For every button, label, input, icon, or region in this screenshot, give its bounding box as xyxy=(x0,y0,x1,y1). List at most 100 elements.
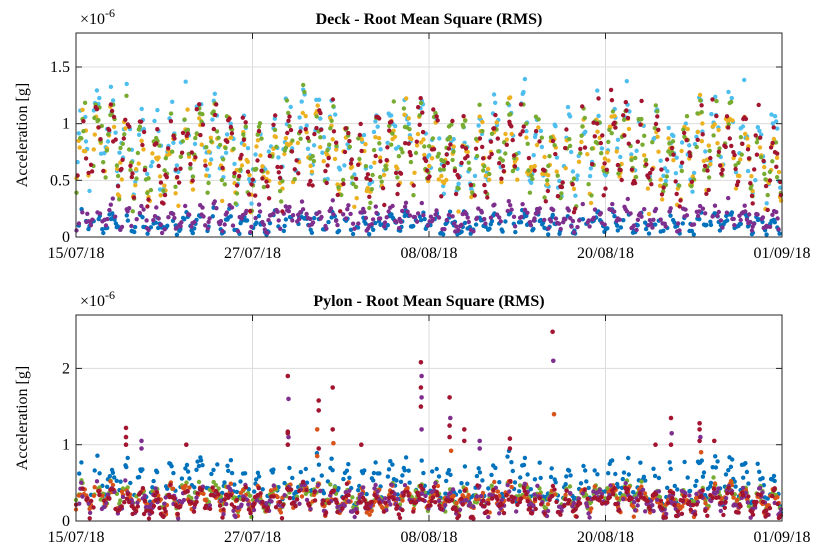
peak-point xyxy=(447,423,452,428)
data-point xyxy=(724,114,730,119)
data-point xyxy=(391,99,396,104)
data-point xyxy=(85,496,90,501)
data-point xyxy=(486,514,491,520)
data-point xyxy=(265,230,270,236)
data-point xyxy=(354,510,360,515)
data-point xyxy=(753,178,758,183)
data-point xyxy=(311,158,317,164)
data-point xyxy=(213,112,218,118)
data-point xyxy=(381,509,387,514)
data-point xyxy=(618,225,624,230)
data-point xyxy=(228,481,233,486)
data-point xyxy=(276,218,281,223)
data-point xyxy=(653,492,659,497)
data-point xyxy=(745,136,750,141)
data-point xyxy=(578,146,583,152)
data-point xyxy=(734,497,740,503)
data-point xyxy=(772,486,777,491)
data-point xyxy=(168,111,174,116)
data-point xyxy=(156,163,161,169)
data-point xyxy=(83,149,88,154)
data-point xyxy=(223,145,228,151)
data-point xyxy=(448,472,453,477)
data-point xyxy=(266,218,271,223)
data-point xyxy=(768,145,774,150)
data-point xyxy=(542,217,547,223)
data-point xyxy=(151,218,156,223)
data-point xyxy=(552,143,557,148)
data-point xyxy=(667,209,672,214)
data-point xyxy=(676,503,681,508)
data-point xyxy=(336,486,341,491)
data-point xyxy=(435,493,440,498)
peak-point xyxy=(698,450,704,455)
data-point xyxy=(697,217,702,222)
data-point xyxy=(349,164,355,170)
data-point xyxy=(335,222,340,228)
data-point xyxy=(563,145,568,151)
data-point xyxy=(359,148,364,154)
data-point xyxy=(674,191,679,197)
data-point xyxy=(546,232,551,237)
data-point xyxy=(445,160,450,166)
data-point xyxy=(358,121,363,127)
data-point xyxy=(100,227,105,232)
exponent-power: -6 xyxy=(105,6,115,20)
data-point xyxy=(124,81,129,87)
data-point xyxy=(363,142,368,147)
data-point xyxy=(713,454,718,459)
data-point xyxy=(624,108,629,113)
data-point xyxy=(767,224,773,229)
data-point xyxy=(422,152,427,158)
data-point xyxy=(689,179,694,184)
data-point xyxy=(330,468,335,473)
data-point xyxy=(764,201,769,206)
data-point xyxy=(610,458,615,463)
data-point xyxy=(511,214,517,219)
data-point xyxy=(488,215,494,220)
data-point xyxy=(231,508,236,513)
data-point xyxy=(221,512,226,517)
data-point xyxy=(362,498,367,503)
data-point xyxy=(222,222,227,227)
data-point xyxy=(256,474,262,479)
data-point xyxy=(288,104,293,110)
data-point xyxy=(640,142,645,147)
data-point xyxy=(656,489,662,494)
data-point xyxy=(498,219,503,224)
data-point xyxy=(730,118,735,123)
data-point xyxy=(368,200,373,205)
data-point xyxy=(695,213,701,219)
data-point xyxy=(542,154,547,160)
data-point xyxy=(358,210,363,215)
data-point xyxy=(589,193,594,198)
data-point xyxy=(772,220,777,225)
data-point xyxy=(314,125,319,131)
data-point xyxy=(131,195,137,200)
data-point xyxy=(300,207,306,212)
data-point xyxy=(625,196,630,202)
data-point xyxy=(461,114,466,119)
data-point xyxy=(624,209,630,214)
peak-point xyxy=(668,415,674,421)
data-point xyxy=(362,468,367,473)
data-point xyxy=(363,164,369,169)
data-point xyxy=(503,151,508,156)
x-tick-label: 01/09/18 xyxy=(754,529,811,546)
data-point xyxy=(500,164,506,169)
data-point xyxy=(304,123,309,128)
data-point xyxy=(150,485,155,490)
data-point xyxy=(643,478,648,483)
data-point xyxy=(492,479,497,485)
data-point xyxy=(450,118,455,124)
data-point xyxy=(369,508,374,514)
data-point xyxy=(220,198,225,204)
data-point xyxy=(126,147,132,152)
data-point xyxy=(570,182,575,187)
data-point xyxy=(213,483,218,488)
data-point xyxy=(493,494,499,499)
data-point xyxy=(152,118,157,124)
data-point xyxy=(303,466,308,472)
data-point xyxy=(156,216,161,221)
data-point xyxy=(337,167,343,172)
